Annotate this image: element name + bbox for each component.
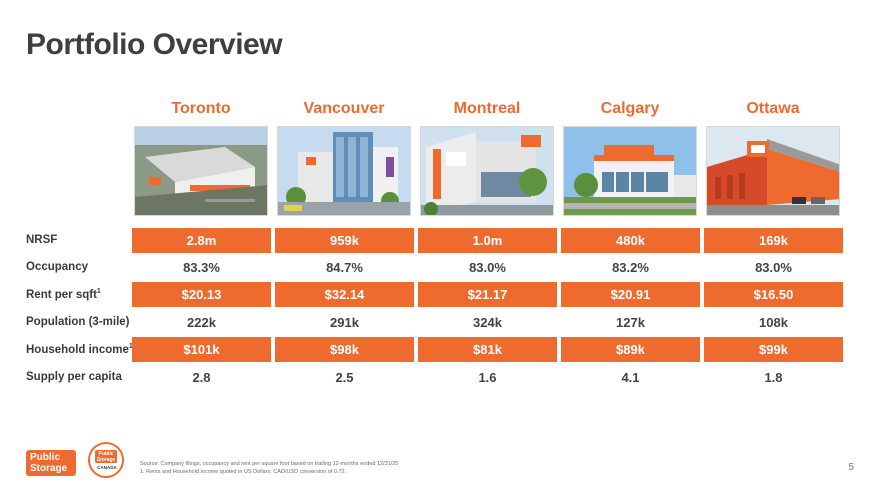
city-header-montreal: Montreal bbox=[453, 100, 521, 117]
table-cell: 324k bbox=[473, 315, 502, 330]
table-cell: 222k bbox=[187, 315, 216, 330]
footnote-marker: 1 bbox=[96, 288, 101, 295]
table-cell: 959k bbox=[275, 228, 414, 253]
table-cell: $32.14 bbox=[275, 282, 414, 307]
row-label-supply-per-capita: Supply per capita bbox=[26, 371, 122, 383]
table-cell: 83.3% bbox=[183, 260, 220, 275]
city-header-ottawa: Ottawa bbox=[746, 100, 800, 117]
canada-logo-line1: Public bbox=[98, 451, 114, 457]
row-label-text: Population (3-mile) bbox=[26, 316, 130, 328]
table-cell: $81k bbox=[418, 337, 557, 362]
table-cell: $16.50 bbox=[704, 282, 843, 307]
table-cell: 291k bbox=[330, 315, 359, 330]
row-label-text: Supply per capita bbox=[26, 371, 122, 383]
building-photo-montreal bbox=[420, 126, 554, 216]
public-storage-logo: Public Storage bbox=[26, 450, 76, 476]
table-cell: 4.1 bbox=[621, 370, 640, 385]
table-cell: $20.91 bbox=[561, 282, 700, 307]
table-cell: 108k bbox=[759, 315, 788, 330]
table-cell: 480k bbox=[561, 228, 700, 253]
table-cell: 127k bbox=[616, 315, 645, 330]
building-photo-ottawa bbox=[706, 126, 840, 216]
table-cell: 1.8 bbox=[764, 370, 783, 385]
footnote-1: 1. Rents and Household income quoted in … bbox=[140, 469, 347, 475]
canada-logo-badge: Public Storage bbox=[95, 450, 117, 463]
table-cell: $98k bbox=[275, 337, 414, 362]
canada-logo-line2: Storage bbox=[96, 457, 116, 463]
table-cell: $101k bbox=[132, 337, 271, 362]
table-cell: $89k bbox=[561, 337, 700, 362]
page-number: 5 bbox=[848, 462, 854, 473]
table-cell: 83.0% bbox=[755, 260, 792, 275]
source-note: Source: Company filings, occupancy and r… bbox=[140, 461, 399, 467]
table-cell: 83.2% bbox=[612, 260, 649, 275]
table-cell: 2.5 bbox=[335, 370, 354, 385]
public-storage-canada-logo: Public Storage CANADA bbox=[88, 442, 124, 478]
row-label-occupancy: Occupancy bbox=[26, 261, 88, 273]
row-label-text: Rent per sqft bbox=[26, 288, 97, 301]
page-title: Portfolio Overview bbox=[26, 28, 283, 61]
row-label-text: Household income bbox=[26, 343, 129, 356]
table-cell: $99k bbox=[704, 337, 843, 362]
table-cell: 1.6 bbox=[478, 370, 497, 385]
building-photo-vancouver bbox=[277, 126, 411, 216]
row-label-nrsf: NRSF bbox=[26, 234, 57, 246]
table-cell: 2.8 bbox=[192, 370, 211, 385]
logo-line1: Public bbox=[30, 452, 61, 463]
city-header-toronto: Toronto bbox=[171, 100, 231, 117]
table-cell: 2.8m bbox=[132, 228, 271, 253]
city-header-calgary: Calgary bbox=[600, 100, 660, 117]
row-label-text: NRSF bbox=[26, 234, 58, 246]
table-cell: 169k bbox=[704, 228, 843, 253]
table-cell: 83.0% bbox=[469, 260, 506, 275]
building-photo-calgary bbox=[563, 126, 697, 216]
row-label-household-income: Household income1 bbox=[26, 343, 133, 356]
table-cell: 1.0m bbox=[418, 228, 557, 253]
table-cell: 84.7% bbox=[326, 260, 363, 275]
row-label-text: Occupancy bbox=[26, 261, 88, 273]
row-label-rent-per-sqft: Rent per sqft1 bbox=[26, 288, 101, 301]
table-cell: $21.17 bbox=[418, 282, 557, 307]
canada-label: CANADA bbox=[97, 465, 117, 470]
footnote-marker: 1 bbox=[128, 343, 133, 350]
building-photo-toronto bbox=[134, 126, 268, 216]
logo-line2: Storage bbox=[30, 463, 68, 474]
table-cell: $20.13 bbox=[132, 282, 271, 307]
city-header-vancouver: Vancouver bbox=[303, 100, 385, 117]
row-label-population-3-mile: Population (3-mile) bbox=[26, 316, 130, 328]
